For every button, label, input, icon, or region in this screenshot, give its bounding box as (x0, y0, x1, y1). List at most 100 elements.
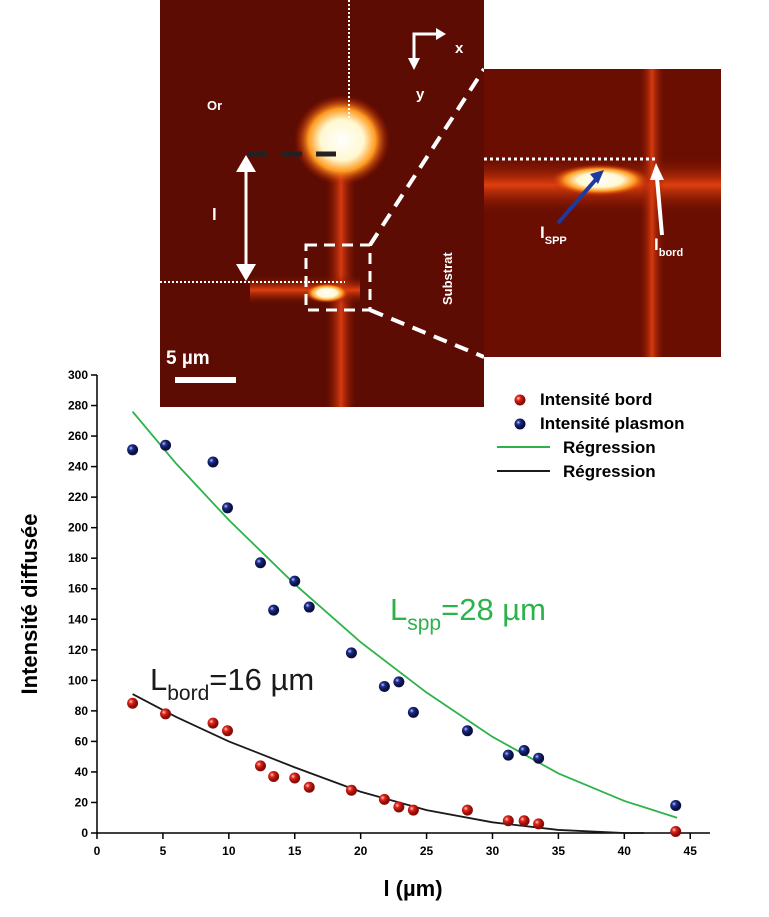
data-point (303, 781, 315, 793)
label-part: I (654, 235, 659, 254)
zoom-line (369, 308, 485, 359)
arrow-head (650, 163, 664, 180)
annotation-part: L (390, 592, 407, 627)
legend-marker (514, 394, 526, 406)
data-point (127, 444, 139, 456)
annotation-part: =28 µm (441, 592, 546, 627)
annotation-part: =16 µm (209, 662, 314, 697)
y-tick-label: 120 (68, 643, 88, 657)
y-tick-label: 100 (68, 673, 88, 687)
arrow-head (590, 170, 604, 184)
data-point (518, 815, 530, 827)
image-label: y (416, 86, 425, 103)
label-part: I (540, 223, 545, 242)
y-tick-label: 200 (68, 521, 88, 535)
y-tick-label: 180 (68, 551, 88, 565)
x-axis-title: l (µm) (383, 876, 442, 901)
data-point (533, 818, 545, 830)
x-tick-label: 0 (94, 844, 101, 858)
data-point (127, 697, 139, 709)
x-tick-label: 35 (552, 844, 566, 858)
image-label: x (455, 40, 464, 57)
annotation: Lspp=28 µm (390, 592, 546, 635)
zoom-image: ISPP Ibord (484, 69, 721, 357)
legend-label: Intensité bord (540, 390, 652, 409)
y-tick-label: 60 (75, 734, 89, 748)
zoom-box (304, 243, 372, 312)
y-tick-label: 140 (68, 612, 88, 626)
y-tick-label: 40 (75, 765, 89, 779)
image-bg (160, 0, 484, 407)
zoom-line (368, 67, 486, 247)
y-tick-label: 300 (68, 368, 88, 382)
arrow-head (408, 58, 420, 70)
data-point (222, 725, 234, 737)
data-point (254, 760, 266, 772)
data-point (502, 815, 514, 827)
arrow (556, 175, 600, 225)
data-point (289, 575, 301, 587)
annotation-part: spp (407, 612, 441, 635)
data-point (533, 752, 545, 764)
legend-marker (514, 418, 526, 430)
data-point (254, 557, 266, 569)
y-tick-label: 0 (81, 826, 88, 840)
y-tick-label: 160 (68, 582, 88, 596)
x-tick-label: 40 (618, 844, 632, 858)
arrow-head (236, 155, 256, 172)
legend-label: Régression (563, 438, 656, 457)
scale-label: 5 µm (166, 348, 210, 369)
data-point (222, 502, 234, 514)
data-point (670, 800, 682, 812)
data-point (378, 793, 390, 805)
x-tick-label: 15 (288, 844, 302, 858)
y-tick-label: 280 (68, 399, 88, 413)
data-point (160, 439, 172, 451)
data-point (393, 676, 405, 688)
image-label: ISPP (540, 223, 567, 247)
data-point (207, 456, 219, 468)
data-point (461, 725, 473, 737)
data-point (345, 647, 357, 659)
data-point (289, 772, 301, 784)
data-point (393, 801, 405, 813)
legend-label: Régression (563, 462, 656, 481)
y-axis-title: Intensité diffusée (17, 514, 42, 695)
x-tick-label: 20 (354, 844, 368, 858)
regression-line (132, 693, 645, 834)
image-label: Ibord (654, 235, 683, 259)
annotation-part: L (150, 662, 167, 697)
label-part: SPP (545, 235, 567, 247)
x-tick-label: 45 (684, 844, 698, 858)
image-spot (305, 283, 349, 303)
annotation: Lbord=16 µm (150, 662, 314, 705)
axes-icon (412, 32, 438, 58)
y-tick-label: 20 (75, 795, 89, 809)
regression-line (131, 411, 678, 819)
data-point (345, 784, 357, 796)
image-spot (550, 164, 650, 196)
y-tick-label: 220 (68, 490, 88, 504)
image-label: Or (207, 98, 222, 113)
data-point (160, 708, 172, 720)
data-point (407, 706, 419, 718)
data-point (378, 680, 390, 692)
data-point (518, 745, 530, 757)
y-tick-label: 240 (68, 460, 88, 474)
data-point (670, 825, 682, 837)
x-tick-label: 5 (160, 844, 167, 858)
data-point (268, 604, 280, 616)
x-tick-label: 10 (222, 844, 236, 858)
data-point (207, 717, 219, 729)
label-part: bord (659, 247, 683, 259)
y-tick-label: 260 (68, 429, 88, 443)
arrow-head (236, 264, 256, 281)
data-point (268, 771, 280, 783)
arrow-head (436, 28, 446, 40)
data-point (461, 804, 473, 816)
micrograph: Or l Substrat 5 µm x y (160, 0, 486, 407)
y-tick-label: 80 (75, 704, 89, 718)
x-tick-label: 25 (420, 844, 434, 858)
